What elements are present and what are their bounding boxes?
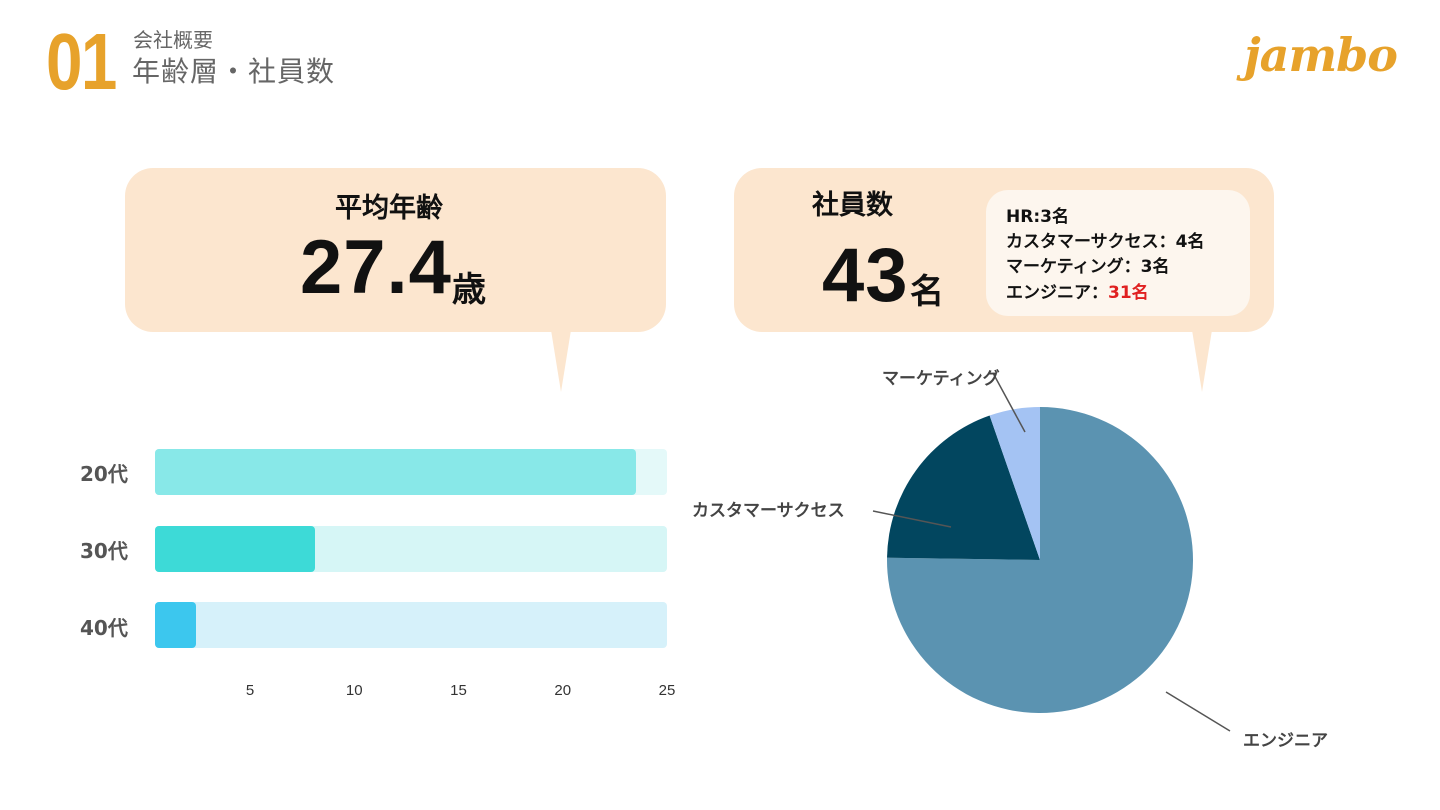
breakdown-marketing: マーケティング：3名 [1006, 257, 1170, 277]
staff-count-value: 43 [822, 233, 909, 318]
section-label: 会社概要 [133, 28, 213, 52]
bar-category-label: 20代 [80, 462, 128, 486]
staff-count-card-tail [1192, 330, 1212, 392]
bar-track [155, 602, 667, 648]
breakdown-hr: HR:3名 [1006, 207, 1069, 227]
breakdown-engineer-count: 31名 [1108, 283, 1149, 303]
pie-leader-line [872, 510, 952, 528]
bar-category-label: 40代 [80, 616, 128, 640]
average-age-value: 27.4 [300, 225, 452, 310]
breakdown-customer-success: カスタマーサクセス：4名 [1006, 232, 1205, 252]
bar-track [155, 449, 667, 495]
pie-slice [887, 407, 1193, 713]
average-age-card [125, 168, 666, 332]
page-title: 年齢層・社員数 [132, 55, 336, 88]
bar-track [155, 526, 667, 572]
breakdown-engineer: エンジニア：31名 [1006, 278, 1149, 303]
x-tick-label: 20 [554, 682, 572, 699]
x-tick-label: 15 [450, 682, 467, 699]
breakdown-engineer-label: エンジニア： [1006, 283, 1108, 303]
staff-count-unit: 名 [910, 272, 944, 312]
bar [155, 602, 196, 648]
average-age-card-tail [551, 330, 571, 392]
x-tick-label: 10 [345, 682, 363, 699]
jambo-logo: jambo [1244, 28, 1398, 82]
bar-category-label: 30代 [80, 539, 128, 563]
pie-leader-line [1165, 691, 1231, 732]
bar [155, 526, 315, 572]
pie-label-marketing: マーケティング [882, 369, 1000, 389]
average-age-heading: 平均年齢 [335, 193, 443, 224]
pie-slice [989, 407, 1040, 560]
x-tick-label: 25 [658, 682, 676, 699]
pie-label-customer-success: カスタマーサクセス [692, 501, 845, 521]
pie-label-engineer: エンジニア [1243, 731, 1328, 751]
pie-slice [887, 415, 1040, 560]
average-age-unit: 歳 [452, 270, 486, 310]
staff-count-heading: 社員数 [812, 190, 893, 221]
x-tick-label: 5 [245, 682, 255, 699]
staff-breakdown-box: HR:3名 カスタマーサクセス：4名 マーケティング：3名 エンジニア：31名 [986, 190, 1250, 316]
bar [155, 449, 637, 495]
section-number: 01 [46, 17, 117, 106]
